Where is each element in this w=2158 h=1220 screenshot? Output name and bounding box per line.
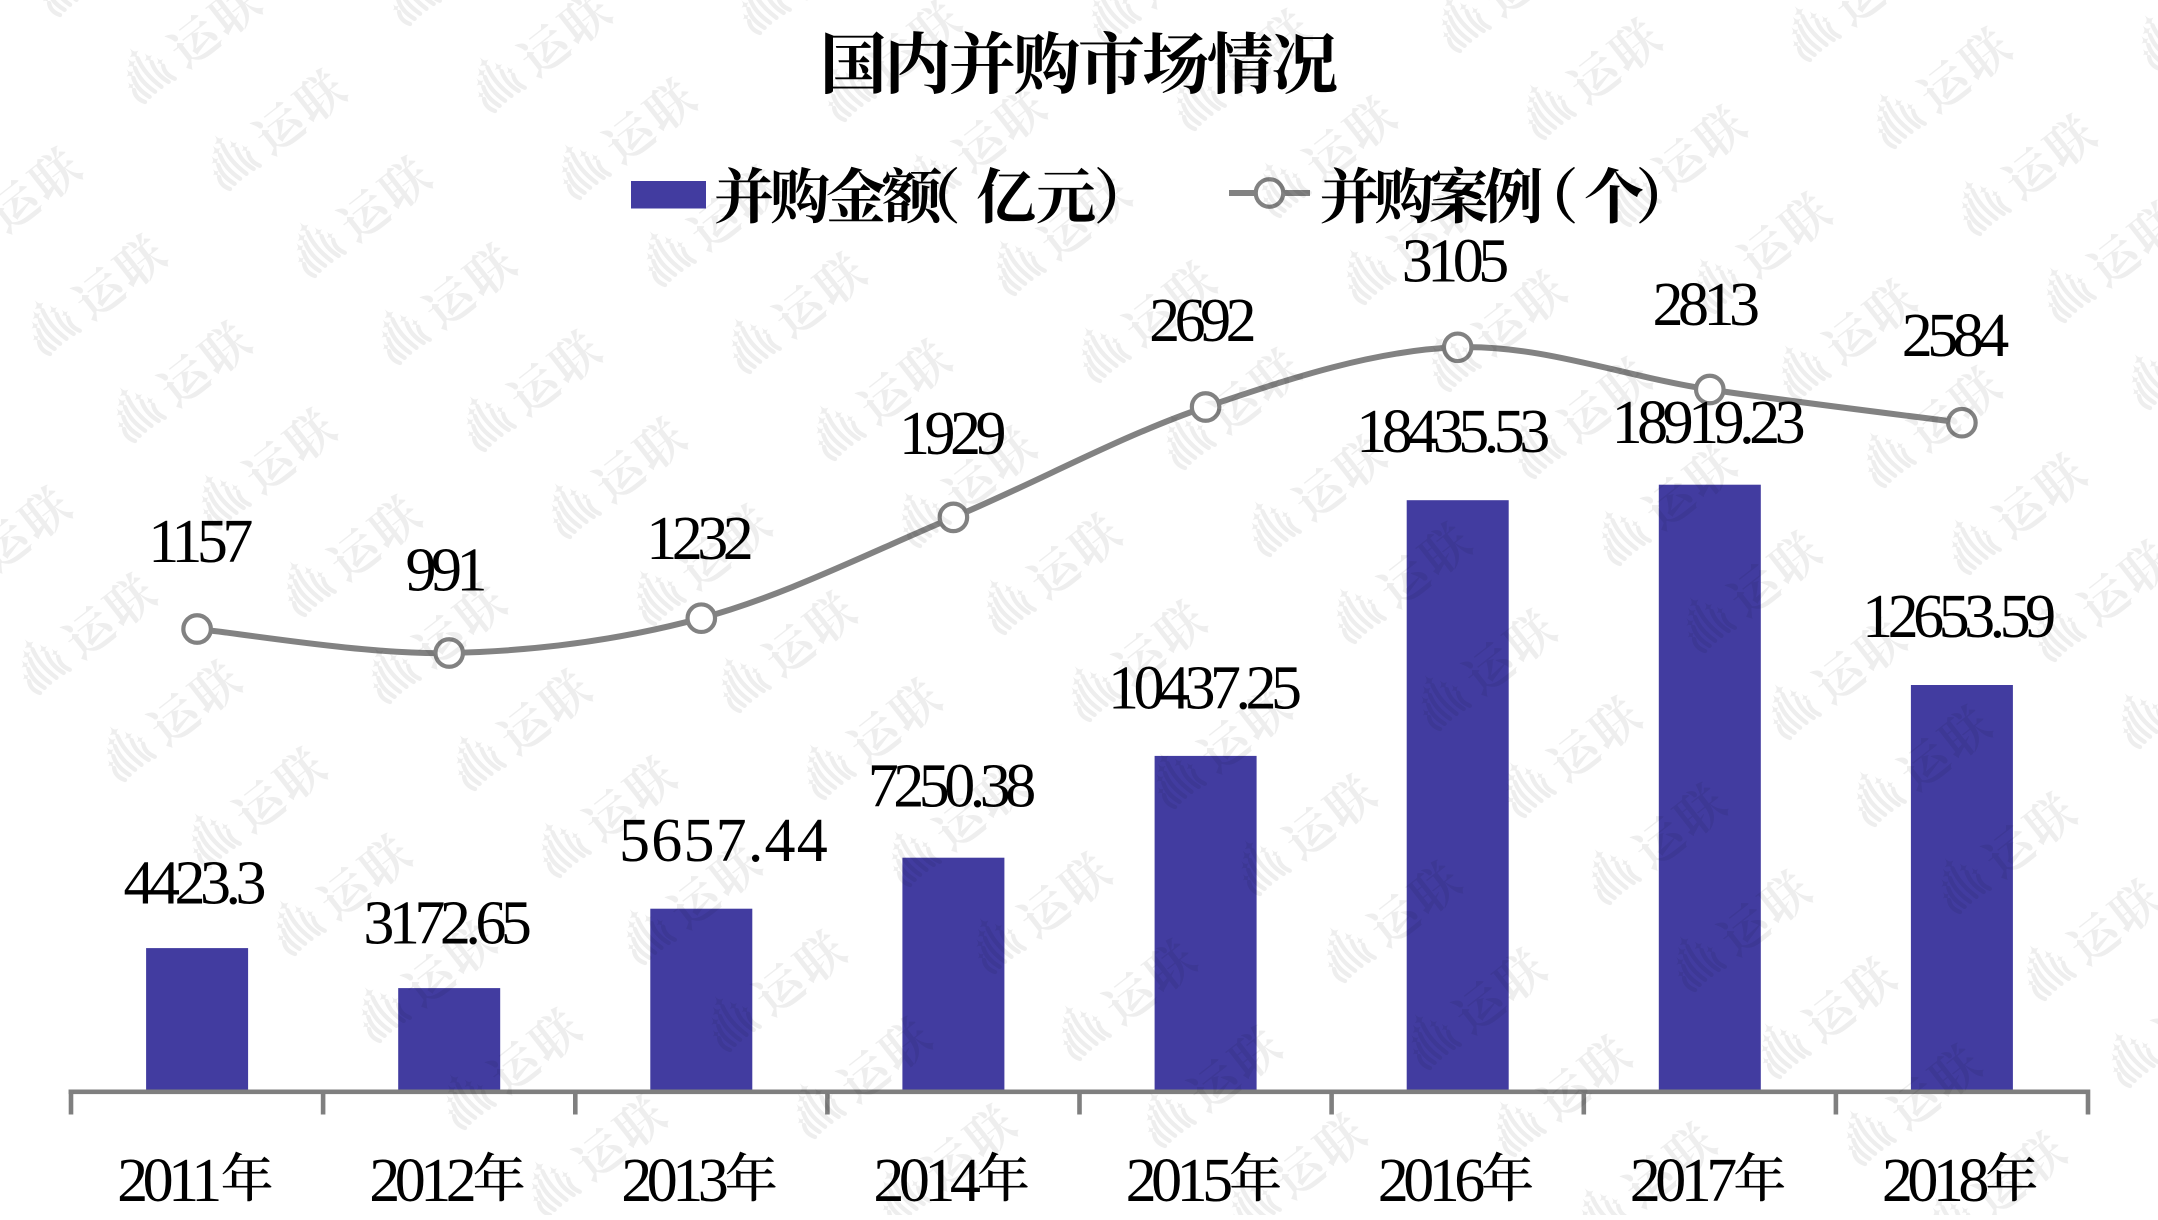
svg-text:12653.59: 12653.59: [1862, 583, 2054, 651]
svg-text:2013: 2013: [621, 1147, 727, 1215]
svg-text:2692: 2692: [1149, 287, 1254, 355]
svg-text:2018: 2018: [1882, 1147, 1988, 1215]
svg-text:18435.53: 18435.53: [1356, 398, 1548, 466]
svg-text:2015: 2015: [1126, 1147, 1232, 1215]
svg-text:2012: 2012: [369, 1147, 474, 1215]
svg-text:2016: 2016: [1378, 1147, 1485, 1215]
svg-text:1157: 1157: [148, 508, 252, 576]
svg-text:2011: 2011: [117, 1147, 219, 1215]
svg-text:4423.3: 4423.3: [124, 850, 265, 918]
svg-text:2584: 2584: [1902, 302, 2010, 370]
svg-text:3105: 3105: [1402, 227, 1508, 295]
